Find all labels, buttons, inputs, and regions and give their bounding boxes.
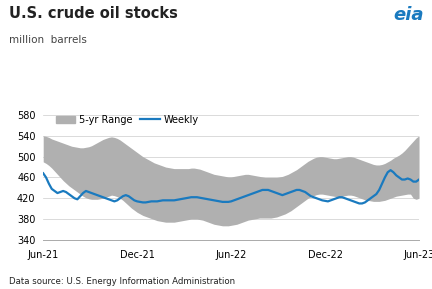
Legend: 5-yr Range, Weekly: 5-yr Range, Weekly <box>56 115 199 125</box>
Text: million  barrels: million barrels <box>9 35 86 45</box>
Text: eia: eia <box>393 6 423 24</box>
Text: U.S. crude oil stocks: U.S. crude oil stocks <box>9 6 178 21</box>
Text: Data source: U.S. Energy Information Administration: Data source: U.S. Energy Information Adm… <box>9 277 235 286</box>
